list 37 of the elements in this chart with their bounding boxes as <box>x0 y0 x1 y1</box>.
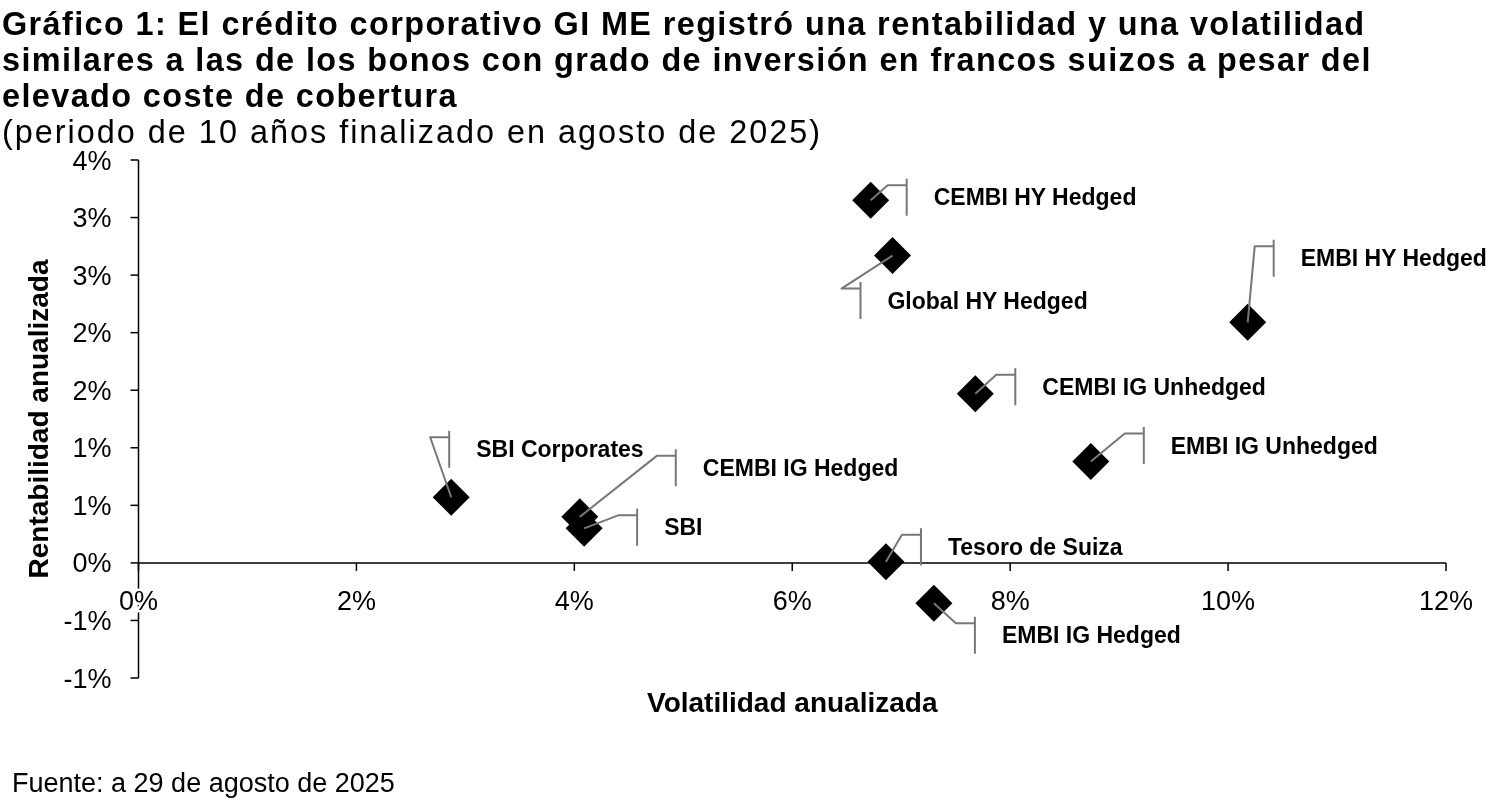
series-label: SBI Corporates <box>476 436 644 463</box>
x-tick-label: 12% <box>1418 585 1474 616</box>
series-label: CEMBI HY Hedged <box>933 184 1137 211</box>
text: CEMBI IG Unhedged <box>1042 373 1266 400</box>
point <box>852 181 890 219</box>
x-tick-label: 2% <box>336 585 376 616</box>
text: EMBI IG Unhedged <box>1170 432 1378 459</box>
source-note: Fuente: a 29 de agosto de 2025 <box>12 767 395 800</box>
text: SBI <box>664 514 703 541</box>
series-label: Tesoro de Suiza <box>947 533 1123 560</box>
x-axis-title: Volatilidad anualizada <box>647 686 938 718</box>
y-tick-label: -1% <box>63 606 112 637</box>
chart-title: Gráfico 1: El crédito corporativo GI ME registró una rentabilidad y una volatilidad similares a las de los bonos con grado de inversión en francos suizos a pesar del elevado coste de cobertura <box>2 6 1373 114</box>
point <box>956 375 994 413</box>
y-axis-title: Rentabilidad anualizada <box>23 259 54 579</box>
y-tick-label: 2% <box>72 375 112 406</box>
point <box>432 478 470 516</box>
point <box>1072 443 1110 481</box>
y-tick-label: -1% <box>63 663 112 694</box>
point <box>915 584 953 622</box>
y-tick-label: 1% <box>72 433 112 464</box>
series-label: Global HY Hedged <box>887 287 1088 314</box>
y-tick-label: 0% <box>72 548 112 579</box>
text: CEMBI IG Hedged <box>702 454 899 481</box>
x-tick-label: 10% <box>1201 585 1256 616</box>
x-tick-label: 6% <box>772 585 812 616</box>
y-tick-label: 1% <box>72 490 112 521</box>
x-tick-label: 4% <box>554 585 594 616</box>
text: EMBI IG Hedged <box>1001 622 1181 649</box>
y-tick-label: 2% <box>72 318 112 349</box>
y-tick-label: 3% <box>72 203 112 234</box>
point <box>867 543 905 581</box>
x-tick-label: 8% <box>990 585 1030 616</box>
y-tick-label: 3% <box>72 260 112 291</box>
point <box>873 237 911 275</box>
point <box>1229 303 1267 341</box>
text: EMBI HY Hedged <box>1300 245 1487 272</box>
